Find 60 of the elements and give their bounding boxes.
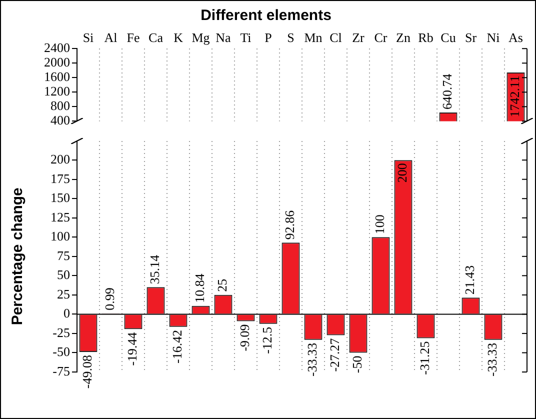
y-tick-label: 50 [57,267,70,282]
y-tick-label: -75 [52,363,70,378]
x-tick-label: Al [104,30,118,46]
data-label: -27.27 [327,338,342,372]
y-axis-title: Percentage change [9,188,26,326]
data-label: -49.08 [80,355,95,389]
x-tick-label: Na [216,30,232,46]
y-tick-label: -25 [52,324,70,340]
x-tick-label: Zr [352,30,366,46]
x-tick-label: Mn [304,30,323,46]
y-tick-label: 400 [50,112,70,128]
y-tick-label: 150 [50,190,70,206]
data-label: -19.44 [124,332,140,366]
x-tick-label: Cr [374,30,388,46]
x-tick-label: P [264,30,272,46]
data-label: -9.09 [237,324,252,352]
x-tick-label: Ca [148,30,164,46]
x-tick-label: Ti [240,30,252,46]
data-label: 25 [214,278,230,292]
data-label: -31.25 [417,341,432,375]
x-tick-label: Fe [126,30,140,46]
y-tick-label: 2400 [44,40,70,56]
y-tick-label: 100 [50,228,70,244]
y-tick-label: 2000 [44,54,70,70]
data-label: 1742.11 [507,75,522,118]
data-label: -33.33 [304,342,320,376]
data-label: 35.14 [147,254,162,284]
y-tick-label: 0 [64,306,70,321]
x-tick-label: K [174,30,184,46]
data-label: 92.86 [282,210,298,240]
data-label: 640.74 [440,73,455,110]
chart-title: Different elements [200,7,332,24]
x-tick-label: S [287,30,294,46]
x-tick-label: Sr [464,30,478,46]
x-tick-label: As [508,30,523,46]
data-label: -33.33 [484,342,500,376]
y-tick-label: 25 [57,286,70,302]
data-label: 200 [394,163,410,183]
data-label: 100 [372,214,388,234]
x-tick-label: Ni [486,30,500,46]
x-tick-label: Cu [440,30,456,46]
data-label: -16.42 [170,330,185,364]
x-tick-label: Rb [418,30,434,46]
x-tick-label: Zn [396,30,411,46]
data-label: 0.99 [102,288,118,310]
y-tick-label: -50 [52,344,70,360]
data-label: -50 [350,356,365,374]
data-label: 10.84 [192,273,208,303]
y-tick-label: 175 [50,170,70,186]
y-tick-label: 200 [50,151,70,166]
y-tick-label: 75 [57,248,70,263]
data-label: 21.43 [462,265,478,295]
x-tick-label: Mg [192,30,210,46]
x-tick-label: Si [82,30,94,46]
y-tick-label: 800 [50,98,70,114]
y-tick-label: 1600 [44,69,70,84]
data-label: -12.5 [260,326,275,354]
x-tick-label: Cl [330,30,342,46]
y-tick-label: 1200 [44,84,70,99]
y-tick-label: 125 [50,209,70,224]
